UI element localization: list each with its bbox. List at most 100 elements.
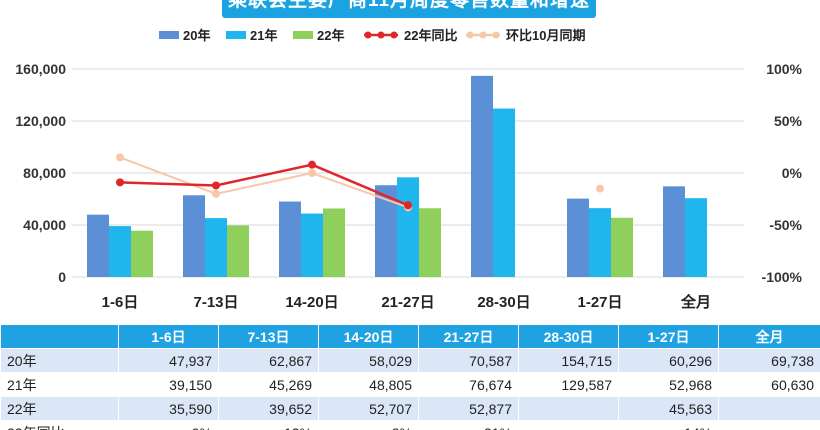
- table-cell: 58,029: [318, 348, 419, 373]
- point-22年同比: [212, 181, 220, 190]
- table-cell: 76,674: [418, 372, 519, 397]
- y-tick-label: 120,000: [15, 113, 66, 129]
- table-cell: 52,877: [418, 396, 519, 421]
- table-header-cell: 7-13日: [218, 324, 319, 349]
- row-label: 22年: [0, 396, 119, 421]
- data-table: 1-6日 7-13日 14-20日 21-27日 28-30日 1-27日 全月…: [0, 324, 820, 430]
- row-label: 22年同比: [0, 420, 119, 430]
- table-cell: 48,805: [318, 372, 419, 397]
- table-cell: 62,867: [218, 348, 319, 373]
- bar-21年: [301, 213, 323, 277]
- row-label: 20年: [0, 348, 119, 373]
- bar-21年: [685, 198, 707, 277]
- table-cell: 129,587: [518, 372, 619, 397]
- y2-tick-label: -100%: [762, 269, 803, 285]
- bar-22年: [227, 225, 249, 277]
- legend-swatch: [159, 31, 179, 39]
- legend-marker: [492, 31, 500, 39]
- table-header-cell: 1-6日: [118, 324, 219, 349]
- bar-20年: [183, 195, 205, 277]
- chart-title-banner: 乘联会主要厂商11月周度零售数量和增速: [222, 0, 596, 18]
- legend-label: 22年同比: [404, 28, 457, 43]
- y2-tick-label: 50%: [774, 113, 803, 129]
- bar-20年: [567, 198, 589, 277]
- y-tick-label: 0: [58, 269, 66, 285]
- x-tick-label: 28-30日: [477, 294, 530, 311]
- bar-20年: [375, 185, 397, 277]
- table-cell: 35,590: [118, 396, 219, 421]
- x-tick-label: 14-20日: [285, 294, 338, 311]
- table-header-cell: 21-27日: [418, 324, 519, 349]
- y2-tick-label: 0%: [782, 165, 803, 181]
- bar-20年: [279, 201, 301, 277]
- point-22年同比: [404, 201, 412, 210]
- legend-marker: [364, 31, 372, 39]
- x-tick-label: 全月: [680, 293, 711, 311]
- bar-22年: [323, 208, 345, 277]
- point-环比10月同期: [212, 189, 220, 198]
- point-环比10月同期: [308, 169, 316, 177]
- point-22年同比: [308, 160, 316, 169]
- point-环比10月同期: [116, 153, 124, 162]
- table-cell: -9%: [118, 420, 219, 430]
- table-cell: -14%: [618, 420, 719, 430]
- row-label: 21年: [0, 372, 119, 397]
- x-tick-label: 1-27日: [577, 294, 622, 311]
- table-cell: 154,715: [518, 348, 619, 373]
- legend-label: 22年: [317, 28, 344, 43]
- table-cell: 70,587: [418, 348, 519, 373]
- table-cell: [718, 396, 820, 421]
- table-header-cell: 1-27日: [618, 324, 719, 349]
- bar-21年: [493, 108, 515, 278]
- legend-marker: [466, 31, 474, 39]
- table-cell: 39,150: [118, 372, 219, 397]
- line-环比10月同期: [119, 156, 409, 209]
- bar-20年: [663, 186, 685, 277]
- bar-22年: [419, 208, 441, 277]
- table-cell: -12%: [218, 420, 319, 430]
- table-row: 22年同比 -9% -12% 8% -31% -14%: [0, 420, 820, 430]
- legend-marker: [479, 31, 487, 39]
- y2-tick-label: -50%: [769, 217, 802, 233]
- point-环比10月同期: [596, 184, 604, 193]
- y2-tick-label: 100%: [766, 61, 802, 77]
- table-cell: -31%: [418, 420, 519, 430]
- legend-marker: [390, 31, 398, 39]
- table-header-cell: 14-20日: [318, 324, 419, 349]
- chart-canvas: 0 40,000 80,000 120,000 160,000 -100% -50% 0% 50…: [15, 28, 803, 311]
- y-tick-label: 80,000: [23, 165, 66, 181]
- x-tick-label: 7-13日: [193, 294, 238, 311]
- y-tick-label: 40,000: [23, 217, 66, 233]
- table-row: 22年 35,590 39,652 52,707 52,877 45,563: [0, 396, 820, 421]
- bar-22年: [611, 217, 633, 277]
- table-header-cell: 28-30日: [518, 324, 619, 349]
- bar-21年: [109, 226, 131, 277]
- bar-21年: [205, 218, 227, 277]
- legend-label: 21年: [250, 28, 277, 43]
- bar-21年: [589, 208, 611, 277]
- legend-label: 环比10月同期: [506, 28, 585, 43]
- table-cell: 52,968: [618, 372, 719, 397]
- bar-21年: [397, 177, 419, 277]
- table-row: 21年 39,150 45,269 48,805 76,674 129,587 …: [0, 372, 820, 397]
- bar-20年: [87, 214, 109, 277]
- table-cell: 39,652: [218, 396, 319, 421]
- table-cell: 52,707: [318, 396, 419, 421]
- x-tick-label: 1-6日: [102, 294, 139, 311]
- legend-label: 20年: [183, 28, 210, 43]
- legend-swatch: [226, 31, 246, 39]
- line-22年同比: [119, 163, 409, 207]
- table-header-row: 1-6日 7-13日 14-20日 21-27日 28-30日 1-27日 全月: [0, 324, 820, 349]
- table-cell: [518, 420, 619, 430]
- table-cell: 60,296: [618, 348, 719, 373]
- x-tick-label: 21-27日: [381, 294, 434, 311]
- table-row: 20年 47,937 62,867 58,029 70,587 154,715 …: [0, 348, 820, 373]
- chart-title: 乘联会主要厂商11月周度零售数量和增速: [227, 0, 591, 11]
- table-cell: 60,630: [718, 372, 820, 397]
- table-cell: [718, 420, 820, 430]
- table-cell: 47,937: [118, 348, 219, 373]
- legend-marker: [377, 31, 385, 39]
- table-cell: 45,563: [618, 396, 719, 421]
- point-22年同比: [116, 178, 124, 187]
